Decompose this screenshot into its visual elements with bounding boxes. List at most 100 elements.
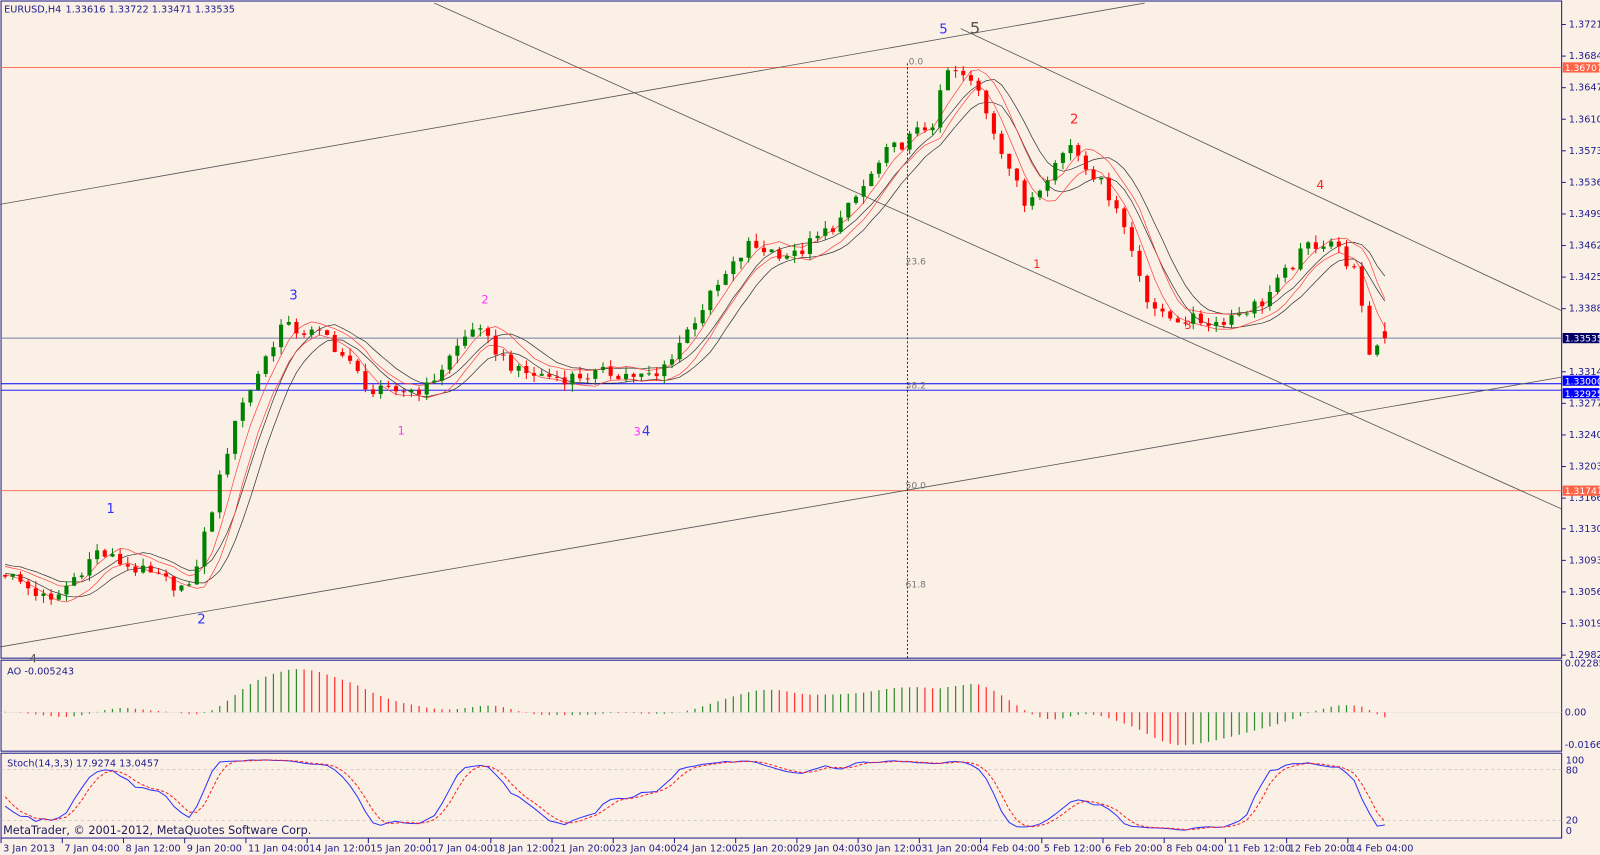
candle-body — [1260, 301, 1265, 307]
candle-body — [669, 359, 675, 365]
candle — [823, 221, 828, 241]
candle — [1060, 151, 1065, 170]
candle-body — [1367, 305, 1372, 355]
candle — [417, 386, 422, 402]
main-panel[interactable] — [0, 0, 1563, 659]
candle — [1068, 139, 1073, 161]
candle-body — [915, 127, 920, 134]
time-tick-label: 17 Jan 04:00 — [432, 843, 493, 854]
candle-body — [1206, 323, 1211, 326]
candle — [1122, 206, 1127, 235]
candle — [1076, 142, 1081, 162]
time-tick-label: 6 Feb 20:00 — [1105, 843, 1162, 854]
candle-body — [1152, 302, 1157, 309]
price-tick-label: 1.33880 — [1569, 304, 1600, 315]
candle-body — [49, 593, 54, 600]
candle-body — [1183, 322, 1188, 324]
candle — [677, 335, 682, 363]
candle — [938, 84, 943, 133]
candle — [279, 319, 284, 355]
candle-body — [125, 564, 130, 567]
candle-body — [286, 322, 291, 325]
candle-body — [1359, 266, 1364, 306]
candle — [355, 358, 360, 374]
ao-panel[interactable] — [0, 659, 1563, 752]
price-tick-label: 1.35360 — [1569, 177, 1600, 188]
candle — [1053, 160, 1058, 185]
candle — [3, 574, 8, 579]
descending-line[interactable] — [434, 2, 1562, 510]
candle — [41, 589, 46, 603]
candle — [1244, 310, 1249, 317]
time-axis[interactable]: 3 Jan 2013 7 Jan 04:00 8 Jan 12:00 9 Jan 20… — [0, 838, 1413, 854]
candle — [1375, 344, 1380, 357]
candle — [1175, 315, 1180, 323]
candle-body — [1344, 246, 1349, 267]
candle-body — [1022, 180, 1027, 206]
wave-label: 3 — [1185, 319, 1192, 332]
candle-body — [953, 70, 958, 72]
stoch-panel[interactable] — [0, 752, 1563, 839]
candle — [1206, 317, 1211, 332]
candle — [999, 130, 1004, 159]
candle — [616, 373, 621, 380]
candle — [723, 270, 728, 286]
candle-body — [1068, 145, 1073, 154]
lower-channel-line[interactable] — [0, 376, 1562, 648]
candle-body — [3, 574, 8, 577]
candle-body — [225, 453, 230, 475]
candle-body — [1298, 248, 1303, 270]
candle-body — [355, 360, 360, 372]
candle-body — [478, 328, 483, 330]
candle — [440, 364, 445, 386]
wave-label: 5 — [970, 19, 980, 38]
candle — [869, 171, 874, 187]
candle-body — [884, 147, 889, 163]
candle-body — [363, 371, 368, 390]
symbol-label: EURUSD,H4 — [4, 4, 61, 15]
stoch-scale-80: 80 — [1566, 766, 1578, 777]
candle-body — [217, 474, 222, 513]
time-tick-label: 29 Jan 04:00 — [799, 843, 860, 854]
candle — [141, 558, 146, 574]
ao-scale-max: 0.022857 — [1565, 658, 1600, 669]
candle-body — [56, 594, 61, 600]
candle — [294, 318, 299, 339]
candle — [56, 590, 61, 601]
upper-channel-line[interactable] — [0, 2, 1145, 205]
candle-body — [64, 585, 69, 595]
candle-body — [539, 373, 544, 376]
candle — [784, 253, 790, 260]
candle-body — [1352, 266, 1357, 268]
candle-body — [171, 576, 176, 591]
candle — [118, 548, 123, 566]
candle-body — [470, 329, 475, 337]
candle-body — [853, 196, 858, 203]
fibonacci-retracement[interactable]: 0.0 23.6 38.2 50.0 61.8 — [906, 56, 927, 659]
price-tick-label: 1.30190 — [1569, 619, 1600, 630]
candle-body — [508, 354, 514, 371]
candle — [876, 160, 881, 178]
candle-body — [233, 420, 238, 454]
candle — [669, 354, 675, 369]
candle — [110, 548, 115, 558]
price-axis[interactable]: 1.37210 1.36840 1.36470 1.36100 1.35730 1.353… — [1561, 20, 1600, 662]
candle — [10, 573, 15, 580]
candle — [286, 315, 291, 326]
candle-body — [961, 70, 966, 76]
candle — [248, 389, 253, 407]
candle — [332, 331, 337, 353]
time-tick-label: 21 Jan 20:00 — [554, 843, 615, 854]
candle-body — [516, 366, 521, 371]
candle-body — [240, 402, 245, 421]
resistance-line[interactable] — [960, 28, 1562, 312]
candle-body — [1030, 197, 1035, 206]
candle — [953, 65, 958, 78]
candle-body — [432, 380, 437, 383]
candle-body — [164, 573, 169, 577]
candle — [846, 202, 851, 222]
candle-body — [899, 142, 904, 150]
candle-body — [976, 80, 981, 91]
